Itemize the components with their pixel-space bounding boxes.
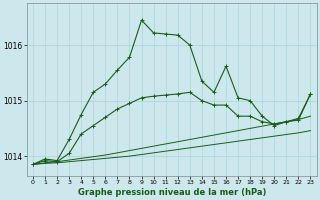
X-axis label: Graphe pression niveau de la mer (hPa): Graphe pression niveau de la mer (hPa)	[77, 188, 266, 197]
